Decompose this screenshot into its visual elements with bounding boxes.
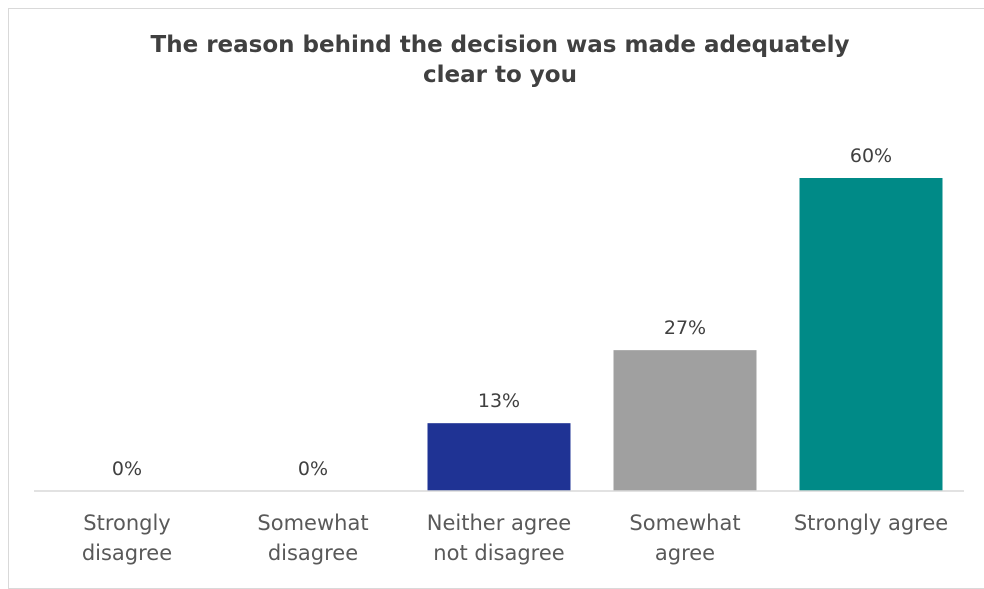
bar [427,423,571,491]
category-label: disagree [268,541,358,565]
bar-value-label: 0% [112,458,142,480]
category-label: not disagree [433,541,564,565]
category-label: Neither agree [427,511,571,535]
chart-title: The reason behind the decision was made … [0,30,984,90]
bar [613,350,757,491]
bar-value-label: 13% [478,390,520,412]
bar [799,178,943,491]
category-labels-group: Strongly disagree Somewhat disagree Neither … [82,511,948,565]
bar-value-label: 0% [298,458,328,480]
category-label: agree [655,541,715,565]
category-label: Somewhat [629,511,740,535]
category-label: disagree [82,541,172,565]
chart-title-line-2: clear to you [423,62,577,88]
bar-value-label: 60% [850,145,892,167]
category-label: Strongly agree [794,511,948,535]
bars-group [427,178,943,491]
bar-value-label: 27% [664,317,706,339]
category-label: Somewhat [257,511,368,535]
chart-title-line-1: The reason behind the decision was made … [150,32,850,58]
value-labels-group: 0% 0% 13% 27% 60% [112,145,892,480]
category-label: Strongly [83,511,171,535]
